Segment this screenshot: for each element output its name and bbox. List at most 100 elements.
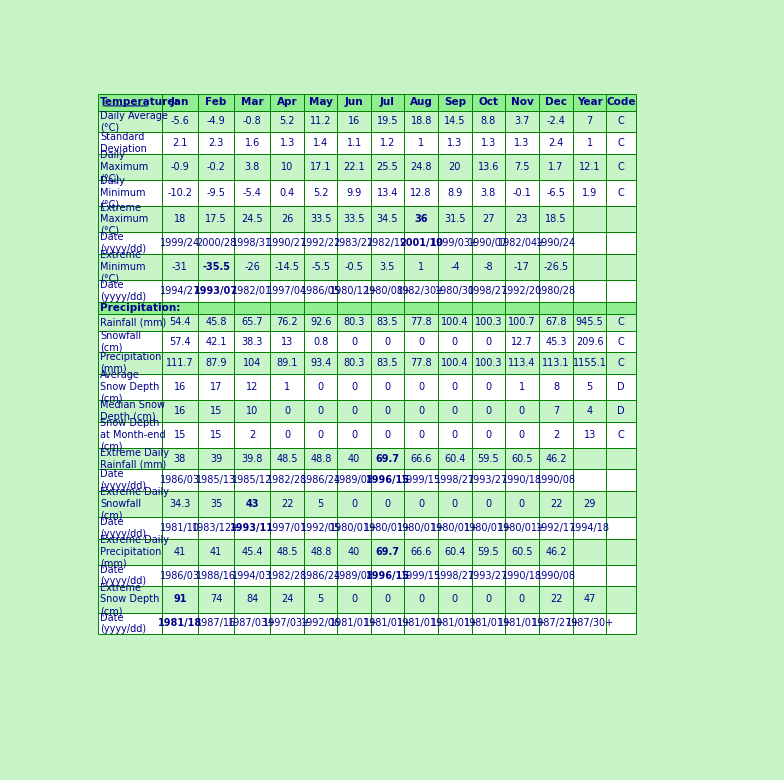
Text: 0: 0 bbox=[418, 382, 424, 392]
Text: 17: 17 bbox=[210, 382, 223, 392]
Text: -14.5: -14.5 bbox=[274, 262, 299, 272]
Bar bbox=[539, 331, 573, 353]
Text: 25.5: 25.5 bbox=[376, 161, 398, 172]
Text: 0: 0 bbox=[351, 382, 358, 392]
Text: Apr: Apr bbox=[277, 97, 297, 107]
Text: 1155.1: 1155.1 bbox=[573, 358, 607, 368]
Bar bbox=[98, 280, 162, 302]
Bar bbox=[371, 302, 404, 314]
Text: 0: 0 bbox=[485, 594, 492, 604]
Bar bbox=[438, 353, 471, 374]
Text: 0: 0 bbox=[318, 406, 324, 416]
Bar bbox=[539, 206, 573, 232]
Text: C: C bbox=[618, 161, 625, 172]
Bar bbox=[234, 232, 270, 254]
Text: 0: 0 bbox=[351, 499, 358, 509]
Text: 100.3: 100.3 bbox=[474, 358, 502, 368]
Bar bbox=[98, 206, 162, 232]
Text: 111.7: 111.7 bbox=[166, 358, 194, 368]
Bar bbox=[162, 448, 198, 470]
Text: 0: 0 bbox=[351, 594, 358, 604]
Text: 12.7: 12.7 bbox=[511, 336, 533, 346]
Bar bbox=[98, 470, 162, 491]
Text: Date
(yyyy/dd): Date (yyyy/dd) bbox=[100, 565, 147, 587]
Bar bbox=[304, 491, 337, 517]
Bar bbox=[606, 448, 636, 470]
Bar bbox=[505, 565, 539, 587]
Bar bbox=[337, 314, 371, 331]
Bar bbox=[505, 154, 539, 180]
Bar bbox=[505, 470, 539, 491]
Bar bbox=[162, 612, 198, 634]
Text: 2.1: 2.1 bbox=[172, 138, 187, 148]
Text: 1986/05: 1986/05 bbox=[301, 285, 341, 296]
Bar bbox=[438, 374, 471, 400]
Text: Year: Year bbox=[577, 97, 603, 107]
Text: 1990/08: 1990/08 bbox=[536, 571, 576, 580]
Bar bbox=[471, 232, 505, 254]
Bar bbox=[270, 491, 304, 517]
Text: C: C bbox=[618, 430, 625, 440]
Bar bbox=[270, 206, 304, 232]
Bar bbox=[505, 587, 539, 612]
Text: 18.5: 18.5 bbox=[546, 214, 567, 224]
Text: 1992/22: 1992/22 bbox=[300, 238, 341, 248]
Text: 1994/03: 1994/03 bbox=[232, 571, 272, 580]
Bar bbox=[337, 400, 371, 422]
Text: 33.5: 33.5 bbox=[310, 214, 332, 224]
Text: 0: 0 bbox=[384, 336, 390, 346]
Text: 0: 0 bbox=[318, 430, 324, 440]
Bar bbox=[371, 448, 404, 470]
Text: 46.2: 46.2 bbox=[546, 547, 567, 557]
Text: 17.5: 17.5 bbox=[205, 214, 227, 224]
Text: 1990/08: 1990/08 bbox=[536, 475, 576, 485]
Text: 12: 12 bbox=[246, 382, 259, 392]
Text: Jul: Jul bbox=[380, 97, 395, 107]
Bar bbox=[371, 280, 404, 302]
Bar bbox=[198, 374, 234, 400]
Text: 1993/07: 1993/07 bbox=[194, 285, 238, 296]
Text: 1981/01+: 1981/01+ bbox=[431, 619, 479, 629]
Text: 1989/08: 1989/08 bbox=[334, 475, 374, 485]
Text: 22: 22 bbox=[281, 499, 293, 509]
Text: 1994/27: 1994/27 bbox=[160, 285, 200, 296]
Bar bbox=[404, 302, 438, 314]
Text: 1980/12+: 1980/12+ bbox=[330, 285, 378, 296]
Bar bbox=[234, 254, 270, 280]
Text: 1986/24: 1986/24 bbox=[301, 571, 341, 580]
Bar bbox=[304, 400, 337, 422]
Bar bbox=[471, 154, 505, 180]
Bar bbox=[98, 154, 162, 180]
Text: 0: 0 bbox=[418, 594, 424, 604]
Bar bbox=[438, 470, 471, 491]
Bar bbox=[337, 180, 371, 206]
Bar bbox=[98, 491, 162, 517]
Text: -0.9: -0.9 bbox=[170, 161, 189, 172]
Text: -31: -31 bbox=[172, 262, 187, 272]
Bar bbox=[234, 612, 270, 634]
Bar bbox=[539, 232, 573, 254]
Text: 8.8: 8.8 bbox=[481, 116, 495, 126]
Text: 13: 13 bbox=[281, 336, 293, 346]
Text: 1988/16: 1988/16 bbox=[196, 571, 236, 580]
Text: 1990/18: 1990/18 bbox=[502, 571, 542, 580]
Bar bbox=[304, 232, 337, 254]
Bar bbox=[304, 206, 337, 232]
Text: 113.1: 113.1 bbox=[543, 358, 570, 368]
Bar bbox=[337, 612, 371, 634]
Bar bbox=[234, 280, 270, 302]
Bar bbox=[162, 353, 198, 374]
Bar bbox=[471, 448, 505, 470]
Bar bbox=[337, 154, 371, 180]
Bar bbox=[304, 587, 337, 612]
Text: 60.5: 60.5 bbox=[511, 547, 532, 557]
Text: 0: 0 bbox=[384, 406, 390, 416]
Bar bbox=[438, 612, 471, 634]
Bar bbox=[539, 254, 573, 280]
Bar bbox=[304, 111, 337, 132]
Text: Code: Code bbox=[606, 97, 636, 107]
Text: 17.1: 17.1 bbox=[310, 161, 332, 172]
Text: 8: 8 bbox=[553, 382, 559, 392]
Bar bbox=[304, 331, 337, 353]
Text: 1: 1 bbox=[418, 138, 424, 148]
